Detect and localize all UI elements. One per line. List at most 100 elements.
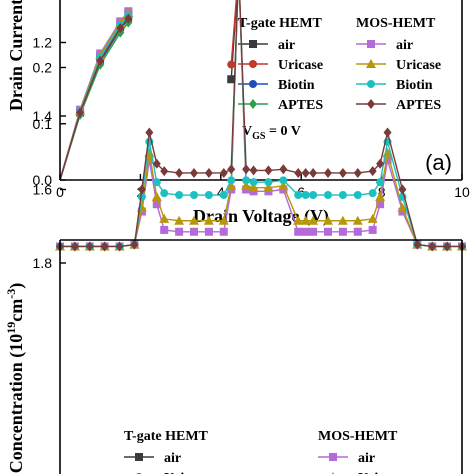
panel-b-data-point — [219, 191, 228, 200]
panel-b-data-point — [324, 167, 332, 178]
panel-b-data-point — [264, 178, 273, 187]
panel-b-data-point — [323, 215, 333, 225]
panel-b-y-tick-label: 1.8 — [33, 255, 53, 271]
panel-b-data-point — [241, 180, 252, 190]
panel-b-data-point — [249, 178, 258, 187]
panel-b-data-point — [190, 227, 198, 236]
panel-b-data-point — [294, 167, 303, 178]
panel-b-data-point — [309, 227, 318, 236]
panel-b-data-point — [294, 191, 303, 200]
legend-entry-label: air — [164, 451, 181, 466]
legend-group-title: T-gate HEMT — [238, 16, 323, 31]
panel-b-data-point — [227, 176, 236, 185]
panel-a-series-line — [59, 16, 129, 181]
panel-b-data-point — [353, 191, 362, 200]
panel-b-data-point — [353, 227, 362, 236]
panel-b-data-point — [338, 227, 347, 236]
panel-b-y-axis-label: Concentration (1019cm-3) — [4, 283, 27, 473]
panel-b-data-point — [218, 215, 229, 225]
panel-a-y-ticks: 0.0 0.1 0.2 — [33, 60, 66, 188]
panel-b-data-point — [352, 215, 363, 225]
panel-b-data-point — [203, 215, 214, 225]
panel-b-data-point — [145, 127, 154, 138]
panel-b-data-point — [368, 225, 377, 234]
panel-b-data-point — [152, 200, 161, 209]
panel-b-data-point — [152, 158, 161, 169]
legend-group-title: T-gate HEMT — [124, 429, 209, 444]
panel-b-data-point — [353, 167, 362, 178]
panel-a-series-line — [59, 18, 129, 181]
panel-b-data-point — [227, 75, 236, 84]
panel-b-data-point — [294, 227, 303, 236]
panel-b-data-point — [368, 189, 377, 198]
panel-b-data-point — [264, 165, 273, 176]
legend-swatch-marker — [367, 40, 375, 48]
panel-b-data-point — [204, 167, 213, 178]
legend-entry-label: Uricase — [164, 471, 209, 474]
panel-b-data-point — [204, 227, 213, 236]
panel-b-data-point — [324, 227, 332, 236]
panel-a-data-point — [96, 55, 105, 66]
panel-b-data-point — [376, 158, 385, 169]
panel-b-data-point — [175, 167, 184, 178]
panel-b-data-point — [413, 239, 422, 250]
panel-b-data-point — [383, 156, 392, 165]
legend-swatch-marker — [367, 80, 375, 88]
panel-a-y-tick-label: 0.1 — [33, 116, 53, 132]
panel-a-x-tick-label: 10 — [454, 184, 470, 200]
panel-b-series-line — [60, 0, 462, 248]
panel-b-data-point — [242, 164, 251, 175]
legend-swatch-marker — [366, 59, 376, 68]
panel-b-data-point — [301, 227, 310, 236]
panel-b-data-point — [398, 184, 407, 195]
panel-b-data-point — [278, 180, 289, 190]
panel-b-data-point — [248, 182, 259, 192]
panel-b-data-point — [160, 166, 169, 177]
panel-b-data-point — [152, 178, 161, 187]
legend-entry-label: Uricase — [396, 58, 441, 73]
panel-b-data-point — [443, 241, 452, 252]
panel-a-x-tick-label: 4 — [217, 184, 225, 200]
panel-b-data-point — [338, 191, 347, 200]
panel-b-data-point — [367, 213, 378, 223]
legend-entry-label: Uricase — [358, 471, 403, 474]
panel-b-data-point — [174, 215, 185, 225]
panel-b-data-point — [137, 192, 146, 201]
legend-group-title: MOS-HEMT — [356, 16, 436, 31]
panel-a-x-tick-label: 0 — [56, 184, 64, 200]
panel-a-y-axis-label: Drain Current — [6, 0, 26, 111]
panel-b-data-point — [145, 156, 154, 165]
panel-b-data-point — [301, 191, 310, 200]
legend-swatch-marker — [249, 60, 257, 68]
panel-b-y-tick-label: 1.2 — [33, 35, 53, 51]
panel-b-data-point — [309, 167, 318, 178]
panel-b-data-point — [324, 191, 332, 200]
panel-a-data-point — [76, 107, 85, 118]
legend-entry-label: air — [396, 38, 413, 53]
panel-b-data-point — [190, 191, 198, 200]
panel-b-data-point — [279, 176, 288, 185]
legend-entry-label: Uricase — [278, 58, 323, 73]
panel-b-data-point — [308, 215, 319, 225]
panel-b-data-point — [204, 191, 213, 200]
panel-b-data-point — [137, 184, 146, 195]
panel-b-data-point — [428, 241, 437, 252]
panel-b-data-point — [100, 241, 109, 252]
panel-b-data-point — [189, 215, 199, 225]
panel-b-data-point — [227, 164, 236, 175]
panel-b-y-ticks: 1.2 1.4 1.6 1.8 — [33, 35, 66, 271]
panel-a-series — [59, 7, 134, 181]
panel-b-data-point — [376, 200, 385, 209]
panel-b-data-point — [175, 191, 184, 200]
panel-b-data-point — [175, 227, 184, 236]
panel-b-data-point — [293, 215, 304, 225]
panel-b-data-point — [130, 239, 139, 250]
panel-b-legend: T-gate HEMT air Uricase MOS-HEMT air Uricase — [124, 429, 403, 474]
panel-b-series-line — [230, 0, 237, 65]
panel-a-label: (a) — [425, 150, 452, 175]
panel-b-data-point — [300, 215, 311, 225]
legend-swatch-marker — [249, 99, 257, 109]
panel-b-data-point — [160, 189, 169, 198]
panel-a-y-tick-label: 0.2 — [33, 60, 53, 76]
